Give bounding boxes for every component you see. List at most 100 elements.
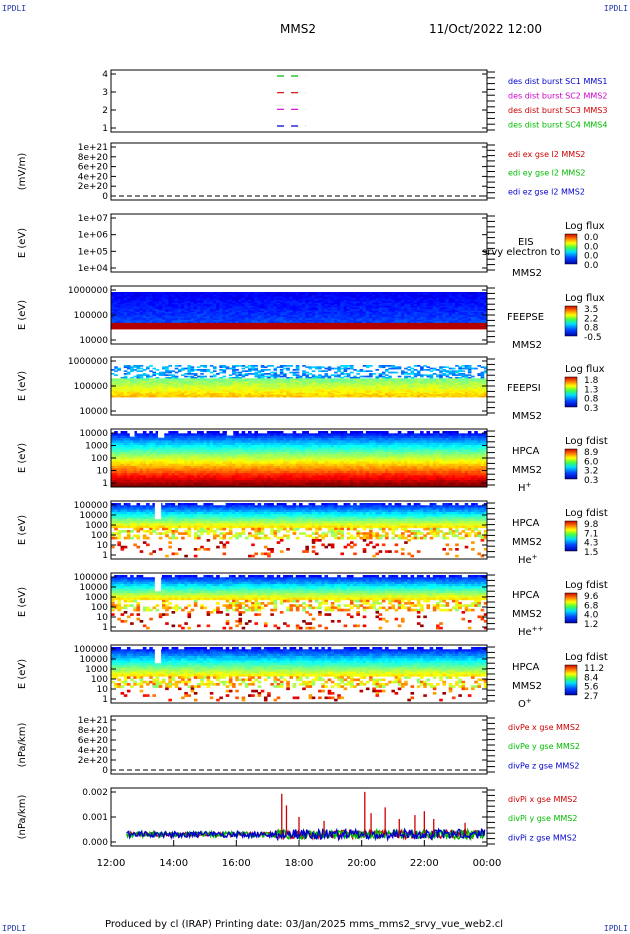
colorbar-tick-label: 0.3 bbox=[584, 404, 598, 414]
colorbar-tick-label: 0.0 bbox=[584, 233, 599, 243]
divpi-noise-line bbox=[126, 827, 486, 842]
y-axis-label: (mV/m) bbox=[17, 153, 28, 191]
spectrogram-9 bbox=[111, 647, 488, 702]
colorbar-tick-label: 0.8 bbox=[584, 324, 599, 334]
y-tick-label: 1000 bbox=[85, 665, 108, 675]
panel-frame-2 bbox=[110, 142, 488, 201]
y-tick-label: 6e+20 bbox=[78, 163, 109, 173]
instrument-label: FEEPSI bbox=[507, 383, 541, 394]
y-tick-label: 4e+20 bbox=[78, 172, 109, 182]
y-tick-label: 2e+20 bbox=[78, 182, 109, 192]
spectrogram-8 bbox=[111, 575, 488, 630]
y-tick-label: 10000 bbox=[79, 429, 108, 439]
colorbar-tick-label: 4.3 bbox=[584, 539, 598, 549]
y-tick-label: 0.001 bbox=[82, 813, 108, 823]
y-tick-label: 10 bbox=[97, 467, 109, 477]
colorbar-tick-label: 0.0 bbox=[584, 252, 599, 262]
y-tick-label: 1000 bbox=[85, 593, 108, 603]
colorbar-tick-label: 1.2 bbox=[584, 620, 598, 630]
spacecraft-label: MMS2 bbox=[512, 609, 542, 620]
colorbar bbox=[564, 376, 578, 408]
spectrogram-7 bbox=[111, 503, 488, 558]
colorbar-tick-label: 1.3 bbox=[584, 385, 598, 395]
y-tick-label: 0.000 bbox=[82, 838, 108, 848]
spacecraft-title: MMS2 bbox=[280, 22, 316, 36]
x-tick-label: 00:00 bbox=[473, 858, 502, 869]
colorbar-tick-label: 0.3 bbox=[584, 476, 598, 486]
y-tick-label: 8e+20 bbox=[78, 153, 109, 163]
colorbar-tick-label: 5.6 bbox=[584, 683, 599, 693]
colorbar-tick-label: 11.2 bbox=[584, 664, 604, 674]
colorbar-tick-label: 3.2 bbox=[584, 467, 598, 477]
y-tick-label: 100 bbox=[91, 531, 108, 541]
y-tick-label: 1e+06 bbox=[78, 231, 109, 241]
legend-entry: edi ex gse l2 MMS2 bbox=[508, 150, 585, 159]
y-tick-label: 4 bbox=[102, 70, 108, 80]
colorbar-tick-label: 9.8 bbox=[584, 520, 599, 530]
spectrogram-5 bbox=[111, 365, 488, 398]
species-charge: + bbox=[526, 481, 532, 489]
y-tick-label: 4e+20 bbox=[78, 746, 109, 756]
y-tick-label: 10 bbox=[97, 541, 109, 551]
panel-6: 10000 1000 100 10 1 E (eV) HPCA MMS2 H+ Log fdist… bbox=[17, 428, 608, 494]
y-tick-label: 8e+20 bbox=[78, 726, 109, 736]
spacecraft-label: MMS2 bbox=[512, 681, 542, 692]
colorbar-tick-label: 0.0 bbox=[584, 261, 599, 271]
y-axis-label: (nPa/km) bbox=[17, 795, 28, 840]
colorbar-tick-label: 1.5 bbox=[584, 548, 598, 558]
colorbar-tick-label: 9.6 bbox=[584, 592, 599, 602]
y-axis-label: E (eV) bbox=[17, 659, 28, 689]
species-charge: + bbox=[526, 697, 532, 705]
instrument-label: HPCA bbox=[512, 518, 540, 529]
instrument-label: HPCA bbox=[512, 446, 540, 457]
species-label: H+ bbox=[518, 481, 532, 494]
y-tick-label: 1 bbox=[102, 623, 108, 633]
y-tick-label: 0 bbox=[102, 766, 108, 776]
colorbar-tick-label: 0.0 bbox=[584, 242, 599, 252]
y-tick-label: 1e+04 bbox=[78, 264, 109, 274]
colorbar bbox=[564, 592, 578, 624]
y-axis-label: E (eV) bbox=[17, 443, 28, 473]
y-tick-label: 10000 bbox=[79, 583, 108, 593]
y-tick-label: 10000 bbox=[79, 511, 108, 521]
legend-entry: des dist burst SC2 MMS2 bbox=[508, 92, 607, 101]
x-tick-label: 20:00 bbox=[347, 858, 376, 869]
y-tick-label: 2 bbox=[102, 106, 108, 116]
spectrogram-6 bbox=[111, 431, 488, 488]
y-tick-label: 100 bbox=[91, 675, 108, 685]
y-tick-label: 100000 bbox=[74, 382, 109, 392]
extra-label: srvy electron to bbox=[482, 247, 560, 258]
legend-entry: des dist burst SC1 MMS1 bbox=[508, 77, 607, 86]
y-tick-label: 100 bbox=[91, 603, 108, 613]
y-tick-label: 1000 bbox=[85, 521, 108, 531]
colorbar-tick-label: 2.7 bbox=[584, 692, 598, 702]
instrument-label: HPCA bbox=[512, 662, 540, 673]
colorbar bbox=[564, 664, 578, 696]
spacecraft-label: MMS2 bbox=[512, 537, 542, 548]
x-tick-label: 18:00 bbox=[285, 858, 314, 869]
instrument-label: EIS bbox=[518, 237, 534, 248]
divpi-noise bbox=[126, 827, 486, 842]
y-tick-label: 1 bbox=[102, 551, 108, 561]
y-axis-label: E (eV) bbox=[17, 371, 28, 401]
legend-entry: divPi x gse MMS2 bbox=[508, 795, 577, 804]
colorbar-tick-label: 3.5 bbox=[584, 305, 598, 315]
y-tick-label: 100 bbox=[91, 454, 108, 464]
y-axis-label: E (eV) bbox=[17, 515, 28, 545]
x-tick-label: 16:00 bbox=[222, 858, 251, 869]
colorbar bbox=[564, 448, 578, 480]
corner-mark-bottom-right: IPDLI bbox=[603, 924, 628, 933]
y-tick-label: 1 bbox=[102, 124, 108, 134]
legend-entry: divPe y gse MMS2 bbox=[508, 742, 580, 751]
colorbar-tick-label: -0.5 bbox=[584, 333, 602, 343]
y-tick-label: 1e+07 bbox=[78, 214, 108, 224]
colorbar-title: Log fdist bbox=[565, 436, 608, 447]
legend-entry: edi ey gse l2 MMS2 bbox=[508, 169, 586, 178]
panel-frame-1 bbox=[110, 69, 488, 133]
y-tick-label: 1000000 bbox=[68, 357, 108, 367]
y-tick-label: 10000 bbox=[79, 407, 108, 417]
x-axis: 12:00 14:00 16:00 18:00 20:00 22:00 00:00 bbox=[97, 840, 502, 869]
